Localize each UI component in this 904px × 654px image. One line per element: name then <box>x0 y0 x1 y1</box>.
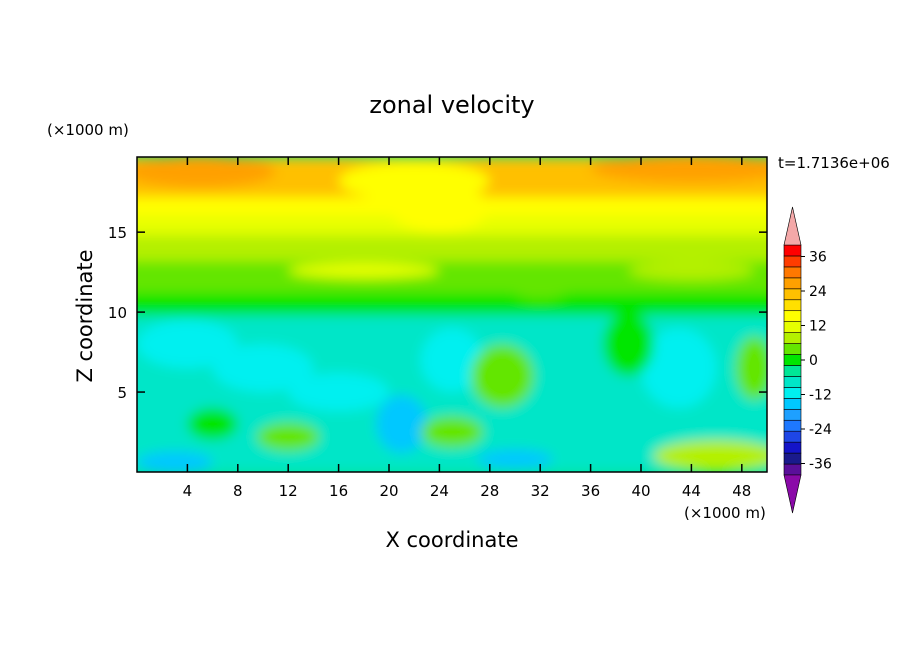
colorbar-tick-label: -36 <box>809 457 832 473</box>
colorbar-swatch <box>783 419 802 432</box>
x-tick-label: 8 <box>233 482 243 500</box>
x-tick-label: 32 <box>531 482 550 500</box>
colorbar-swatch <box>783 310 802 322</box>
x-axis: 4 8 12 16 20 24 28 32 36 40 44 48 <box>183 157 751 500</box>
x-unit-label: (×1000 m) <box>684 504 766 522</box>
colorbar-swatch <box>783 255 802 268</box>
colorbar-swatch <box>783 365 802 377</box>
contour-region <box>470 344 534 409</box>
contour-region <box>641 328 717 409</box>
contour-region <box>552 376 629 425</box>
y-axis-label: Z coordinate <box>73 249 97 382</box>
x-axis-label: X coordinate <box>385 528 518 552</box>
colorbar-swatch <box>783 387 802 399</box>
contour-band <box>137 235 767 265</box>
colorbar-swatch <box>783 398 802 410</box>
contour-region <box>628 260 755 281</box>
colorbar-swatch <box>783 299 802 312</box>
colorbar-swatch <box>783 332 802 344</box>
colorbar-tick-label: 36 <box>809 250 827 266</box>
y-tick-label: 5 <box>117 384 127 402</box>
colorbar-swatch <box>783 441 802 454</box>
colorbar-tick-label: 12 <box>809 319 827 335</box>
contour-region <box>477 449 553 469</box>
colorbar-swatch <box>783 376 802 388</box>
contour-region <box>288 372 389 412</box>
contour-region <box>137 320 238 369</box>
x-tick-label: 4 <box>183 482 193 500</box>
colorbar-under-triangle <box>783 474 802 514</box>
colorbar-swatch <box>783 408 802 421</box>
colorbar-tick-label: -24 <box>809 422 832 438</box>
timestamp-label: t=1.7136e+06 <box>778 154 890 172</box>
x-tick-label: 24 <box>430 482 449 500</box>
x-tick-label: 12 <box>279 482 298 500</box>
x-tick-label: 28 <box>480 482 499 500</box>
y-tick-label: 15 <box>108 224 127 242</box>
contour-band <box>137 292 767 319</box>
contour-region <box>502 260 578 300</box>
colorbar-swatch <box>783 321 802 333</box>
colorbar-swatch <box>783 452 802 465</box>
y-tick-label: 10 <box>108 304 127 322</box>
colorbar-swatch <box>783 266 802 279</box>
contour-region <box>603 312 654 377</box>
colorbar-tick-label: 0 <box>809 353 818 369</box>
x-tick-label: 44 <box>682 482 701 500</box>
plot-frame <box>136 156 768 473</box>
contour-region <box>256 422 320 452</box>
contour-region <box>420 328 484 393</box>
colorbar-tick-label: -12 <box>809 388 832 404</box>
contour-region <box>420 416 484 449</box>
x-tick-label: 36 <box>581 482 600 500</box>
contour-region <box>187 408 238 441</box>
chart-title: zonal velocity <box>369 91 534 119</box>
contour-region <box>376 395 427 453</box>
contour-region <box>137 451 213 472</box>
y-axis: 5 10 15 <box>108 224 767 402</box>
contour-field <box>137 157 767 472</box>
contour-region <box>288 262 440 279</box>
contour-region <box>653 440 767 472</box>
contour-region <box>389 184 490 233</box>
colorbar-swatch <box>783 354 802 366</box>
colorbar-swatch <box>783 343 802 355</box>
contour-region <box>212 344 314 393</box>
y-unit-label: (×1000 m) <box>47 121 129 139</box>
contour-region <box>735 336 767 401</box>
colorbar-swatch <box>783 288 802 301</box>
colorbar-swatch <box>783 430 802 443</box>
colorbar-swatch <box>783 277 802 290</box>
colorbar-swatch <box>783 463 802 476</box>
colorbar-swatch <box>783 244 802 257</box>
contour-region <box>590 157 767 183</box>
x-tick-label: 40 <box>631 482 650 500</box>
x-tick-label: 20 <box>379 482 398 500</box>
colorbar-tick-label: 24 <box>809 284 827 300</box>
x-tick-label: 48 <box>732 482 751 500</box>
colorbar: 36 24 12 0 -12 -24 -36 <box>783 206 832 514</box>
x-tick-label: 16 <box>329 482 348 500</box>
contour-plot-area <box>137 157 767 472</box>
contour-region <box>137 157 276 188</box>
colorbar-over-triangle <box>783 206 802 246</box>
